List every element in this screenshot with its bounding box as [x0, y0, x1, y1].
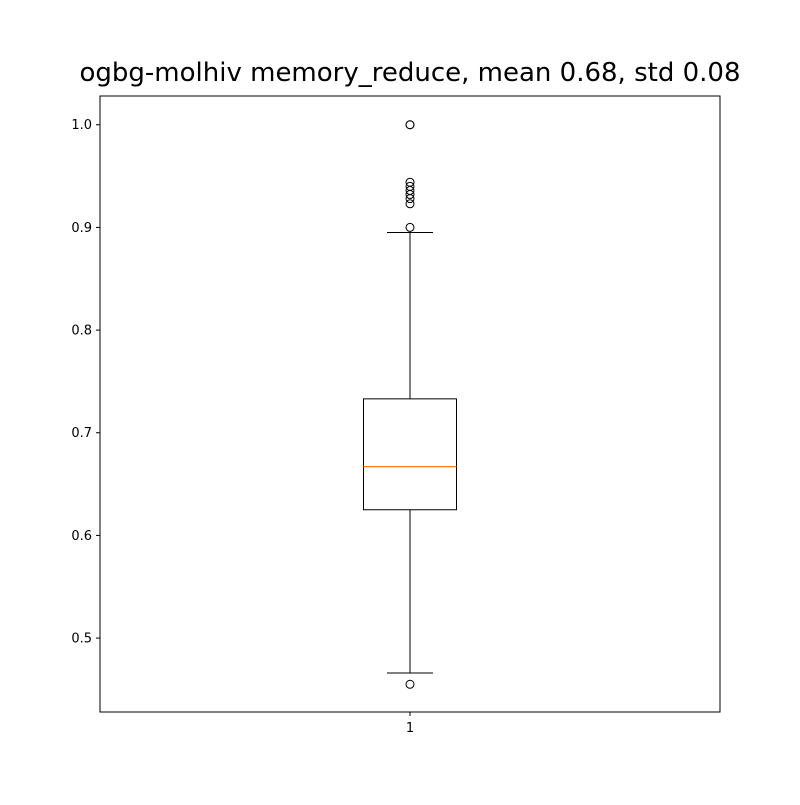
chart-title: ogbg-molhiv memory_reduce, mean 0.68, st… [79, 58, 741, 88]
y-tick-label: 0.7 [71, 426, 92, 441]
y-tick-label: 0.6 [71, 529, 92, 544]
x-axis: 1 [406, 712, 414, 736]
x-tick-label: 1 [406, 721, 414, 736]
y-tick-label: 0.8 [71, 324, 92, 339]
interquartile-box [363, 398, 457, 511]
outlier-point [405, 199, 415, 209]
outlier-point [405, 181, 415, 191]
outlier-point [405, 120, 415, 130]
y-tick-label: 0.9 [71, 221, 92, 236]
outlier-point [405, 177, 415, 187]
box-series [363, 120, 457, 689]
y-tick-label: 1.0 [71, 118, 92, 133]
y-tick-label: 0.5 [71, 632, 92, 647]
outlier-point [405, 679, 415, 689]
outlier-point [405, 222, 415, 232]
y-axis: 0.5 0.6 0.7 0.8 0.9 1.0 [71, 118, 100, 647]
